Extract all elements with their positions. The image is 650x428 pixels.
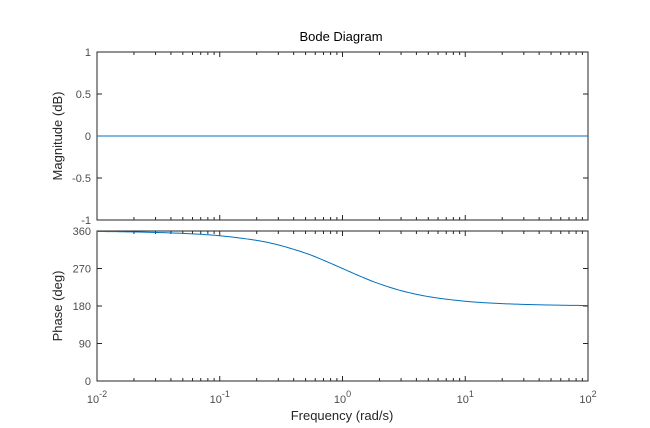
x-tick-label-base: 10 bbox=[457, 394, 469, 406]
x-axis-label: Frequency (rad/s) bbox=[291, 408, 394, 423]
x-tick-label: 102 bbox=[579, 389, 596, 406]
x-tick-label: 10-1 bbox=[210, 389, 230, 406]
x-tick-label-exponent: -2 bbox=[99, 389, 107, 399]
phase-series bbox=[96, 230, 589, 307]
x-tick-label-exponent: 0 bbox=[346, 389, 351, 399]
phase-y-tick-label: 360 bbox=[73, 226, 91, 238]
magnitude-y-tick-label: -1 bbox=[81, 215, 91, 227]
x-tick-label: 10-2 bbox=[87, 389, 107, 406]
x-tick-label: 101 bbox=[457, 389, 474, 406]
phase-y-tick-label: 270 bbox=[73, 264, 91, 276]
x-tick-label-exponent: 2 bbox=[592, 389, 597, 399]
magnitude-panel: -1 -0.5 0 0.5 1 Magnitude (dB) bbox=[50, 47, 589, 227]
x-tick-label: 100 bbox=[334, 389, 351, 406]
phase-y-tick-label: 90 bbox=[79, 339, 91, 351]
magnitude-x-ticks bbox=[96, 52, 589, 220]
magnitude-y-tick-label: 1 bbox=[85, 47, 91, 59]
chart-title: Bode Diagram bbox=[299, 29, 382, 44]
x-tick-label-base: 10 bbox=[87, 394, 99, 406]
phase-y-tick-label: 0 bbox=[85, 376, 91, 388]
x-tick-label-base: 10 bbox=[579, 394, 591, 406]
phase-y-tick-label: 180 bbox=[73, 301, 91, 313]
x-tick-labels: 10-2 10-1 100 101 102 bbox=[87, 389, 597, 406]
phase-y-axis-label: Phase (deg) bbox=[50, 271, 65, 342]
phase-series-line bbox=[96, 230, 589, 307]
magnitude-y-ticks: -1 -0.5 0 0.5 1 bbox=[72, 47, 588, 227]
magnitude-y-tick-label: 0 bbox=[85, 131, 91, 143]
phase-y-ticks: 0 90 180 270 360 bbox=[73, 226, 588, 388]
phase-axes-frame bbox=[96, 230, 589, 382]
x-tick-label-base: 10 bbox=[334, 394, 346, 406]
magnitude-y-axis-label: Magnitude (dB) bbox=[50, 92, 65, 181]
x-tick-label-exponent: -1 bbox=[222, 389, 230, 399]
magnitude-y-tick-label: -0.5 bbox=[72, 173, 91, 185]
magnitude-y-tick-label: 0.5 bbox=[76, 89, 91, 101]
x-tick-label-exponent: 1 bbox=[469, 389, 474, 399]
x-tick-label-base: 10 bbox=[210, 394, 222, 406]
